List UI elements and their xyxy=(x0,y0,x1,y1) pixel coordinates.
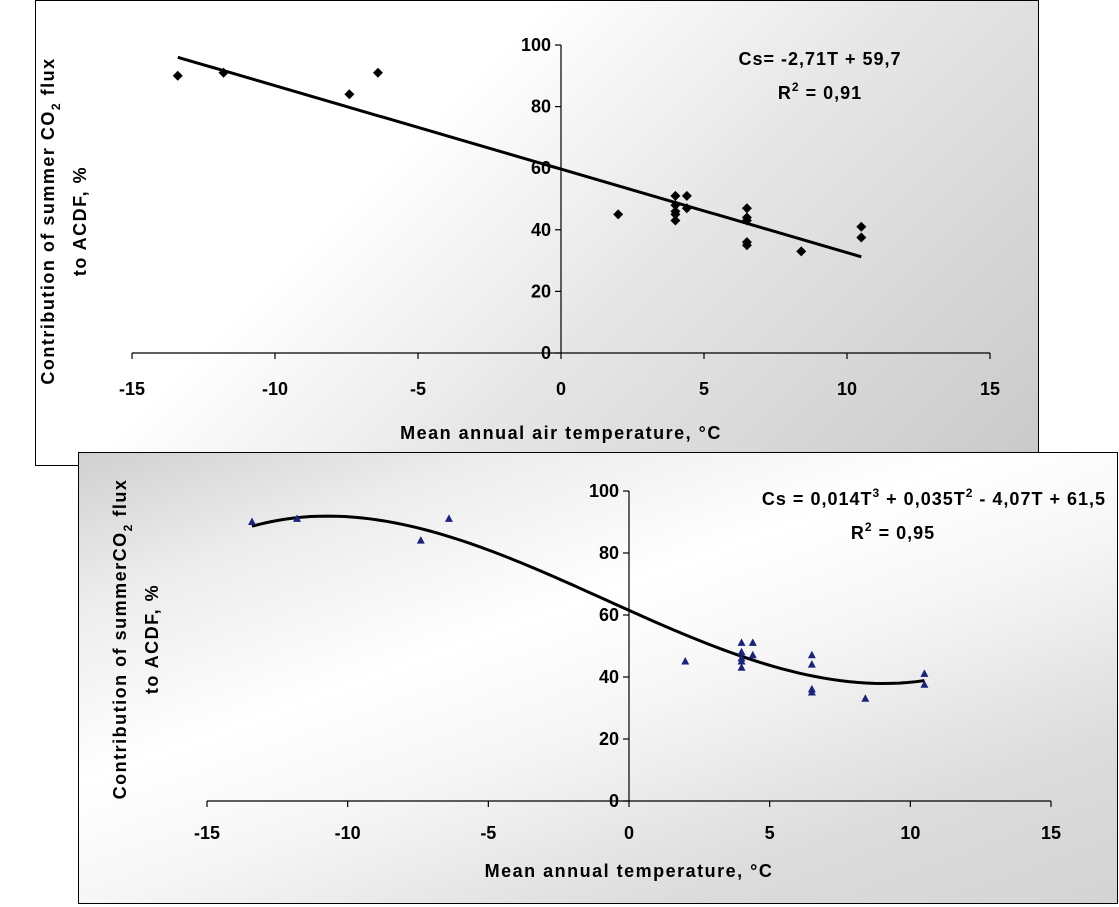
svg-text:Cs = 0,014T3 + 0,035T2 - 4,07T: Cs = 0,014T3 + 0,035T2 - 4,07T + 61,5 xyxy=(762,486,1106,509)
data-point xyxy=(920,669,929,677)
data-point xyxy=(681,657,690,665)
data-point xyxy=(807,688,816,696)
data-point xyxy=(807,660,816,668)
data-point xyxy=(737,657,746,665)
data-point xyxy=(920,680,929,688)
trendline xyxy=(251,514,925,685)
x-tick-label: 0 xyxy=(556,379,566,399)
x-tick-label: -5 xyxy=(410,379,426,399)
trendline-path xyxy=(177,55,862,259)
data-point xyxy=(681,203,692,214)
x-ticks: -15 -10 -5 0 5 10 15 xyxy=(194,801,1061,843)
y-tick-label: 20 xyxy=(531,281,551,301)
data-point xyxy=(748,638,757,646)
data-point xyxy=(670,209,681,220)
data-point xyxy=(741,203,752,214)
x-tick-label: -5 xyxy=(480,823,496,843)
svg-text:Contribution of summerCO2 flu: Contribution of summerCO2 flux xyxy=(110,479,135,800)
y-tick-label: 60 xyxy=(599,605,619,625)
x-tick-label: 10 xyxy=(900,823,920,843)
x-ticks: -15 -10 -5 0 5 10 15 xyxy=(119,353,1000,399)
x-tick-label: -10 xyxy=(335,823,361,843)
x-tick-label: -15 xyxy=(194,823,220,843)
trendline xyxy=(177,55,862,259)
data-point xyxy=(670,190,681,201)
data-point xyxy=(670,200,681,211)
y-axis-title: Contribution of summerCO2 flux to ACDF, … xyxy=(110,479,162,800)
svg-text:Contribution of summer CO2 flu: Contribution of summer CO2 flux xyxy=(38,57,63,384)
chart-panel-linear: -15 -10 -5 0 5 10 15 0 20 40 60 80 100 Mean annual … xyxy=(35,0,1039,466)
svg-text:to ACDF, %: to ACDF, % xyxy=(142,584,162,694)
regression-equation: Cs = 0,014T3 + 0,035T2 - 4,07T + 61,5 R2… xyxy=(762,486,1106,543)
data-point xyxy=(856,221,867,232)
x-tick-label: 5 xyxy=(699,379,709,399)
svg-text:R2 = 0,95: R2 = 0,95 xyxy=(851,520,935,543)
x-tick-label: 5 xyxy=(765,823,775,843)
trendline-path xyxy=(251,514,925,685)
y-ticks: 0 20 40 60 80 100 xyxy=(589,481,629,811)
y-tick-label: 100 xyxy=(589,481,619,501)
data-point xyxy=(372,67,383,78)
data-point xyxy=(248,517,257,525)
data-point xyxy=(681,190,692,201)
cubic-fit-chart: -15 -10 -5 0 5 10 15 0 20 40 60 80 100 Mean annual … xyxy=(110,479,1106,881)
data-point xyxy=(737,647,746,656)
x-axis-title: Mean annual air temperature, °C xyxy=(400,423,722,443)
x-tick-label: -15 xyxy=(119,379,145,399)
data-point xyxy=(670,215,681,226)
data-point xyxy=(172,70,183,81)
data-point xyxy=(344,89,355,100)
y-tick-label: 0 xyxy=(541,343,551,363)
x-tick-label: 0 xyxy=(624,823,634,843)
y-tick-label: 100 xyxy=(521,35,551,55)
data-point xyxy=(741,240,752,251)
data-point xyxy=(856,232,867,243)
x-tick-label: 15 xyxy=(980,379,1000,399)
data-point xyxy=(796,246,807,257)
svg-text:R2 = 0,91: R2 = 0,91 xyxy=(778,80,862,103)
y-tick-label: 0 xyxy=(609,791,619,811)
y-tick-label: 40 xyxy=(599,667,619,687)
data-point xyxy=(293,514,302,522)
data-points xyxy=(172,67,867,257)
data-point xyxy=(807,650,816,659)
data-point xyxy=(218,67,229,78)
y-tick-label: 20 xyxy=(599,729,619,749)
plot-area: -15 -10 -5 0 5 10 15 0 20 40 60 80 100 xyxy=(194,481,1061,843)
data-point xyxy=(737,638,746,646)
data-point xyxy=(861,694,870,702)
data-point xyxy=(613,209,624,220)
data-point xyxy=(444,514,453,522)
data-points xyxy=(248,514,929,702)
chart-panel-cubic: -15 -10 -5 0 5 10 15 0 20 40 60 80 100 Mean annual … xyxy=(78,452,1118,904)
x-tick-label: -10 xyxy=(262,379,288,399)
regression-equation: Cs= -2,71T + 59,7 R2 = 0,91 xyxy=(738,49,901,103)
y-tick-label: 40 xyxy=(531,220,551,240)
x-axis-title: Mean annual temperature, °C xyxy=(485,861,774,881)
data-point xyxy=(416,536,425,544)
x-tick-label: 15 xyxy=(1041,823,1061,843)
svg-text:Cs= -2,71T + 59,7: Cs= -2,71T + 59,7 xyxy=(738,49,901,69)
svg-text:to ACDF, %: to ACDF, % xyxy=(70,166,90,276)
x-tick-label: 10 xyxy=(837,379,857,399)
y-tick-label: 80 xyxy=(599,543,619,563)
y-axis-title: Contribution of summer CO2 flux to ACDF,… xyxy=(38,57,90,384)
y-tick-label: 80 xyxy=(531,97,551,117)
data-point xyxy=(748,650,757,659)
data-point xyxy=(737,663,746,671)
data-point xyxy=(741,215,752,226)
